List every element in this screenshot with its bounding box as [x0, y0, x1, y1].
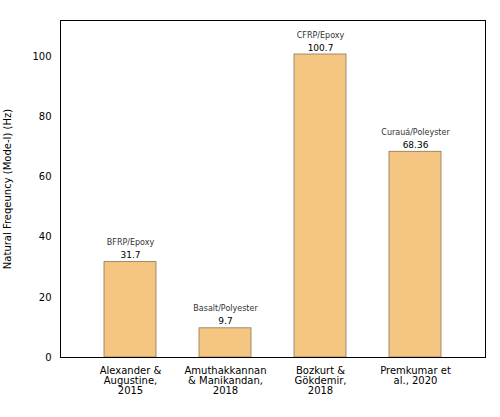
svg-text:40: 40 — [39, 231, 52, 242]
svg-text:80: 80 — [39, 111, 52, 122]
svg-text:Premkumar etal., 2020: Premkumar etal., 2020 — [380, 365, 451, 386]
svg-text:Amuthakkannan& Manikandan,2018: Amuthakkannan& Manikandan,2018 — [185, 365, 267, 396]
svg-text:BFRP/Epoxy: BFRP/Epoxy — [107, 238, 155, 247]
svg-text:60: 60 — [39, 171, 52, 182]
svg-text:Basalt/Polyester: Basalt/Polyester — [193, 304, 258, 313]
svg-text:100.7: 100.7 — [308, 43, 334, 53]
svg-text:Alexander &Augustine,2015: Alexander &Augustine,2015 — [100, 365, 162, 396]
svg-text:68.36: 68.36 — [403, 140, 429, 150]
svg-text:20: 20 — [39, 292, 52, 303]
svg-text:Bozkurt &Gökdemir,2018: Bozkurt &Gökdemir,2018 — [295, 365, 347, 396]
svg-text:Natural Freqeuncy (Mode-I) (Hz: Natural Freqeuncy (Mode-I) (Hz) — [2, 109, 13, 269]
svg-text:31.7: 31.7 — [120, 250, 140, 260]
svg-text:CFRP/Epoxy: CFRP/Epoxy — [297, 31, 345, 40]
svg-text:9.7: 9.7 — [218, 316, 232, 326]
svg-text:0: 0 — [45, 352, 51, 363]
svg-text:100: 100 — [32, 51, 51, 62]
svg-text:Curauá/Poleyster: Curauá/Poleyster — [381, 128, 450, 137]
